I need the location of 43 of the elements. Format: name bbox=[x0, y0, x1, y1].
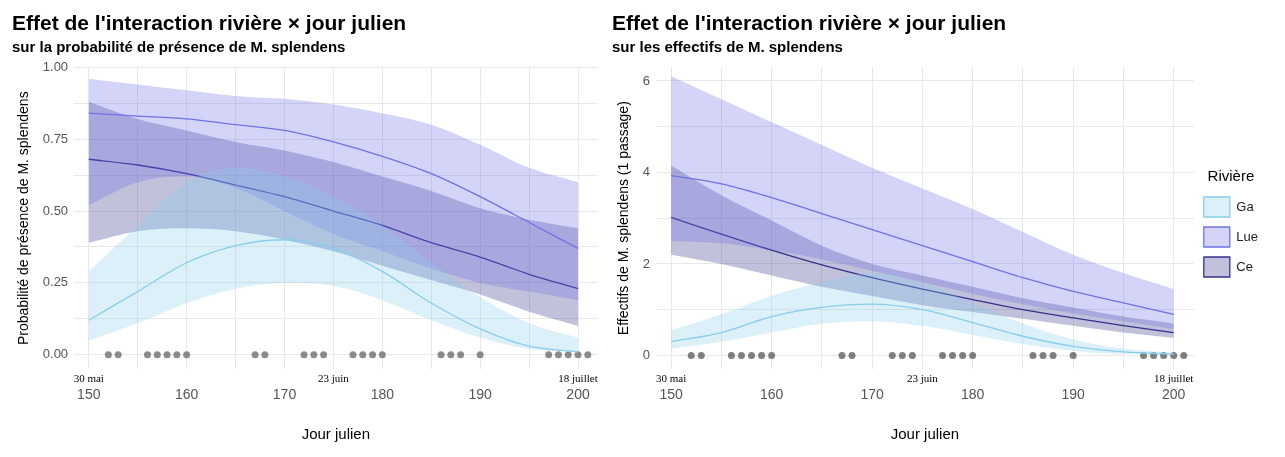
y-tick-label: 6 bbox=[642, 72, 651, 88]
y-tick-label: 0.00 bbox=[42, 346, 69, 362]
y-axis-title: Effectifs de M. splendens (1 passage) bbox=[615, 101, 632, 336]
line-series bbox=[88, 112, 579, 250]
x-tick-label: 150 bbox=[77, 386, 101, 403]
legend-title: Rivière bbox=[1207, 166, 1255, 184]
y-tick-label: 0.25 bbox=[42, 274, 69, 290]
text: 23 juin bbox=[906, 371, 939, 384]
line-series bbox=[670, 175, 1175, 315]
y-tick-label: 1.00 bbox=[42, 58, 69, 74]
x-tick-label: 180 bbox=[370, 386, 395, 403]
x-axis-title: Jour julien bbox=[890, 425, 960, 443]
x-tick-label: 150 bbox=[659, 386, 683, 403]
y-tick-label: 0.50 bbox=[42, 202, 69, 218]
y-axis-title: Probabilité de présence de M. splendens bbox=[15, 91, 32, 346]
y-tick-label: 0 bbox=[642, 347, 651, 363]
text: 23 juin bbox=[317, 371, 350, 384]
chart-subtitle: sur les effectifs de M. splendens bbox=[612, 38, 843, 56]
x-tick-label: 190 bbox=[1061, 386, 1086, 403]
x-tick-label: 200 bbox=[1162, 386, 1186, 403]
x-tick-label: 200 bbox=[566, 386, 590, 403]
chart-subtitle: sur la probabilité de présence de M. splendens bbox=[12, 38, 346, 56]
x-tick-label: 180 bbox=[960, 386, 985, 403]
line-series bbox=[88, 158, 579, 290]
y-tick-label: 4 bbox=[642, 164, 651, 180]
text: 30 mai bbox=[655, 371, 687, 384]
x-tick-label: 160 bbox=[174, 386, 199, 403]
y-tick-label: 2 bbox=[642, 255, 651, 271]
x-tick-label: 170 bbox=[860, 386, 885, 403]
text: 30 mai bbox=[73, 371, 104, 384]
x-tick-label: 170 bbox=[272, 386, 297, 403]
text: 18 juillet bbox=[558, 371, 598, 384]
text: 18 juillet bbox=[1154, 371, 1194, 384]
chart-title: Effet de l'interaction rivière × jour julien bbox=[612, 11, 1007, 35]
x-tick-label: 190 bbox=[468, 386, 493, 403]
x-tick-label: 160 bbox=[759, 386, 784, 403]
line-series bbox=[670, 216, 1175, 334]
legend-label: Ce bbox=[1236, 258, 1253, 274]
chart-title: Effet de l'interaction rivière × jour julien bbox=[12, 11, 407, 35]
legend-label: Ga bbox=[1236, 198, 1255, 214]
y-tick-label: 0.75 bbox=[42, 130, 69, 146]
x-axis-title: Jour julien bbox=[301, 425, 371, 443]
legend-label: Lue bbox=[1236, 228, 1259, 244]
